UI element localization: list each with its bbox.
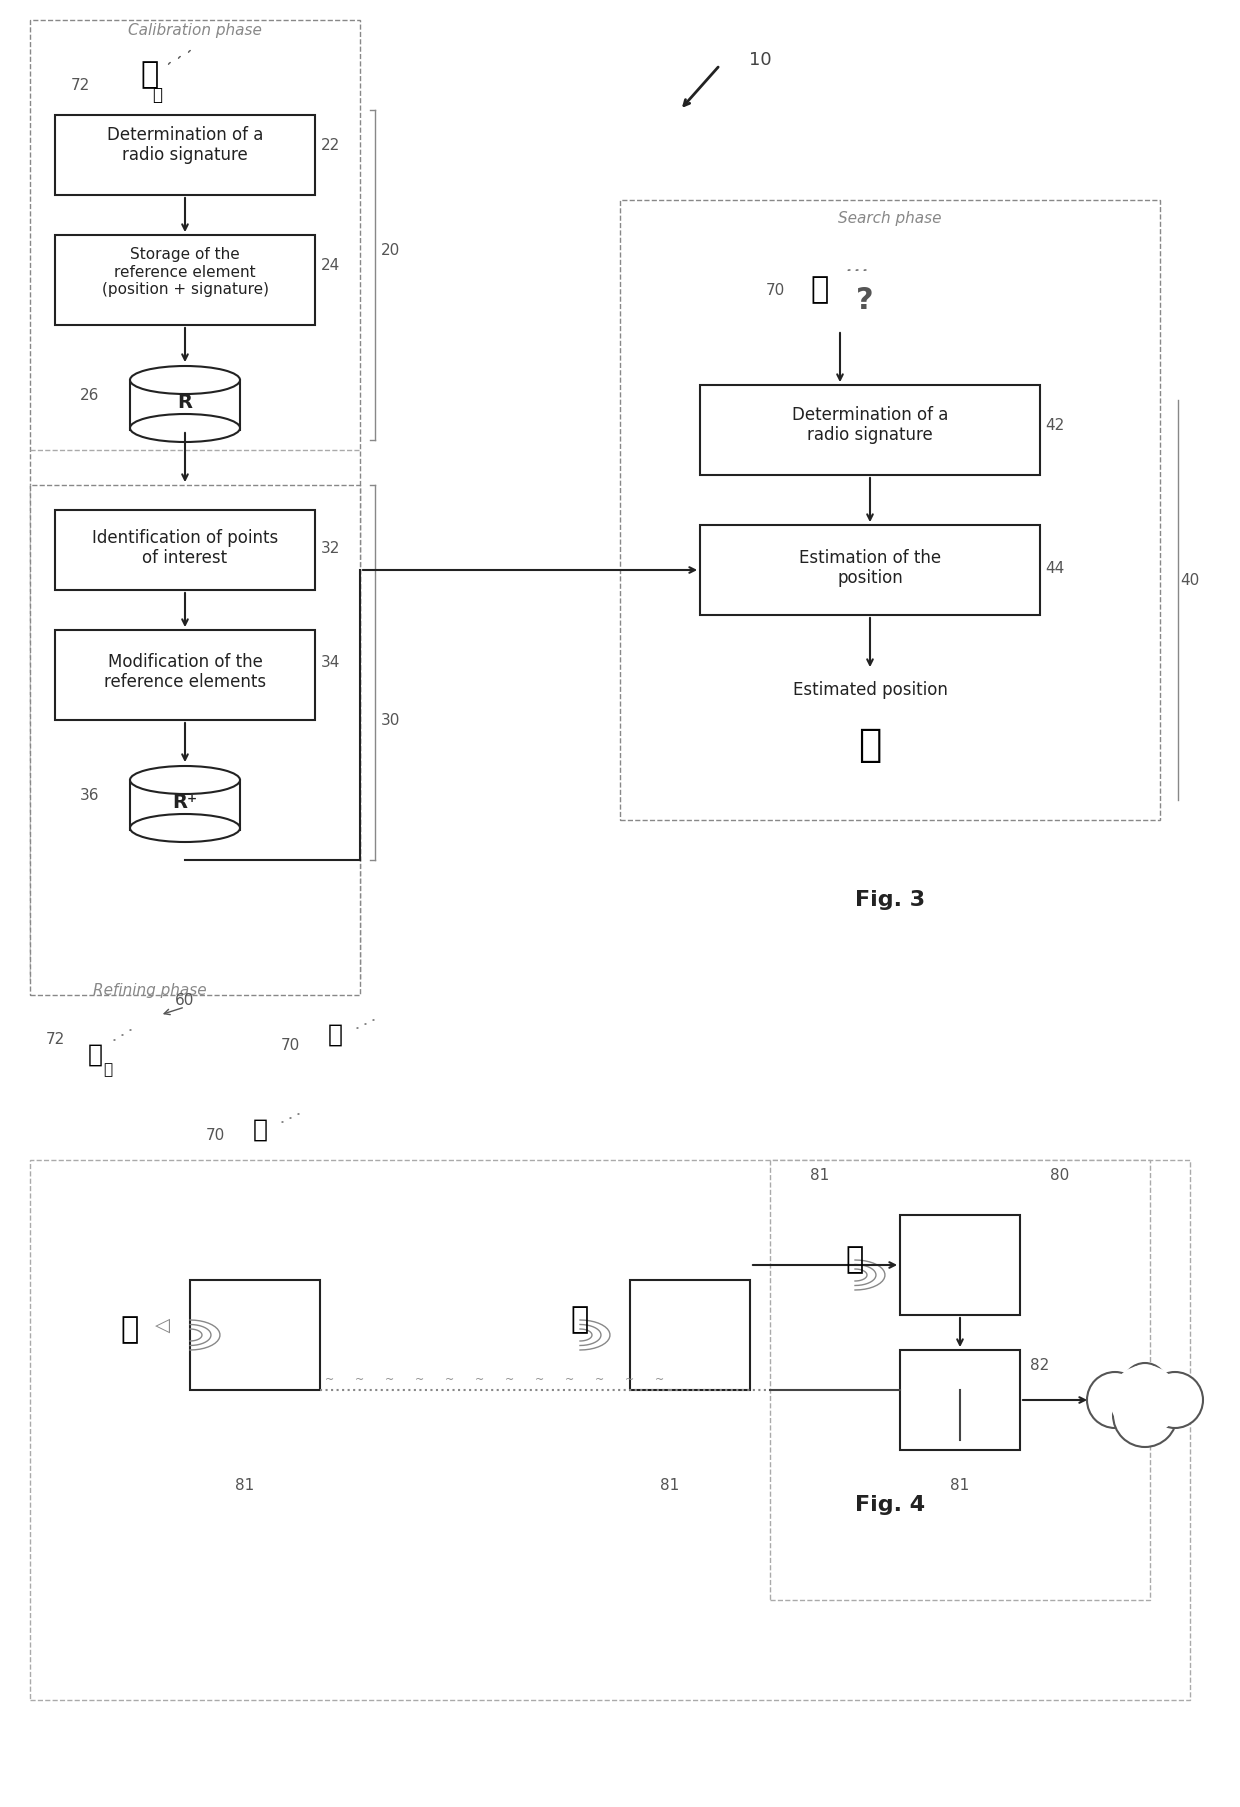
Text: 44: 44 xyxy=(1045,560,1065,575)
Text: 70: 70 xyxy=(765,282,785,298)
Circle shape xyxy=(1110,1364,1180,1435)
Text: Determination of a
radio signature: Determination of a radio signature xyxy=(107,126,263,164)
Text: ~: ~ xyxy=(595,1375,605,1384)
Bar xyxy=(55,116,315,195)
Text: 82: 82 xyxy=(1030,1357,1049,1373)
Text: 📱: 📱 xyxy=(88,1043,103,1066)
Circle shape xyxy=(1087,1372,1143,1428)
Bar xyxy=(900,1350,1021,1449)
Text: R: R xyxy=(177,392,192,412)
Text: ~: ~ xyxy=(506,1375,515,1384)
Text: 81: 81 xyxy=(236,1478,254,1493)
Text: 72: 72 xyxy=(71,78,89,92)
Text: 20: 20 xyxy=(381,242,399,258)
Text: ~: ~ xyxy=(445,1375,455,1384)
Text: 📱: 📱 xyxy=(327,1023,342,1046)
Ellipse shape xyxy=(130,813,241,842)
Text: ◁: ◁ xyxy=(155,1315,170,1335)
Text: 📡: 📡 xyxy=(570,1305,589,1335)
Bar xyxy=(130,379,241,430)
Text: 80: 80 xyxy=(1050,1167,1070,1182)
Circle shape xyxy=(1123,1362,1167,1408)
Bar xyxy=(701,385,1040,475)
Text: 26: 26 xyxy=(81,387,99,403)
Text: ~: ~ xyxy=(536,1375,544,1384)
Text: 📡: 📡 xyxy=(120,1315,139,1344)
Ellipse shape xyxy=(130,766,241,793)
Text: 📍: 📍 xyxy=(103,1063,113,1077)
Bar xyxy=(701,526,1040,614)
Bar xyxy=(55,510,315,591)
Text: Fig. 4: Fig. 4 xyxy=(854,1494,925,1514)
Text: ?: ? xyxy=(856,286,874,314)
Text: Estimation of the
position: Estimation of the position xyxy=(799,549,941,587)
Text: 📍: 📍 xyxy=(858,726,882,764)
Text: 34: 34 xyxy=(320,654,340,670)
Bar xyxy=(130,781,241,829)
Text: R⁺: R⁺ xyxy=(172,793,197,811)
Text: 📡: 📡 xyxy=(846,1245,864,1274)
Text: 81: 81 xyxy=(950,1478,970,1493)
Bar xyxy=(190,1279,320,1390)
Bar xyxy=(30,20,360,979)
Text: Determination of a
radio signature: Determination of a radio signature xyxy=(792,405,949,445)
Text: 22: 22 xyxy=(320,137,340,152)
Bar xyxy=(900,1214,1021,1315)
Text: 📍: 📍 xyxy=(153,87,162,105)
Bar xyxy=(630,1279,750,1390)
Text: 60: 60 xyxy=(175,992,195,1008)
Text: 81: 81 xyxy=(811,1167,830,1182)
Text: 36: 36 xyxy=(81,788,99,802)
Text: ~: ~ xyxy=(565,1375,574,1384)
Bar xyxy=(30,1160,1190,1700)
Text: Search phase: Search phase xyxy=(838,210,941,226)
Text: Estimated position: Estimated position xyxy=(792,681,947,699)
Bar xyxy=(620,201,1159,820)
Text: 📱: 📱 xyxy=(811,275,830,305)
Text: Modification of the
reference elements: Modification of the reference elements xyxy=(104,652,267,692)
Bar xyxy=(770,1160,1149,1599)
Text: 40: 40 xyxy=(1180,573,1199,587)
Text: 70: 70 xyxy=(206,1128,224,1142)
Text: Calibration phase: Calibration phase xyxy=(128,22,262,38)
Text: ~: ~ xyxy=(386,1375,394,1384)
Bar xyxy=(55,235,315,325)
Circle shape xyxy=(1114,1382,1177,1447)
Text: 70: 70 xyxy=(280,1037,300,1052)
Text: Identification of points
of interest: Identification of points of interest xyxy=(92,529,278,567)
Text: ~: ~ xyxy=(325,1375,335,1384)
Text: ~: ~ xyxy=(356,1375,365,1384)
Text: Storage of the
reference element
(position + signature): Storage of the reference element (positi… xyxy=(102,248,269,296)
Text: 72: 72 xyxy=(46,1032,64,1048)
Text: 42: 42 xyxy=(1045,417,1065,432)
Ellipse shape xyxy=(130,414,241,443)
Text: ~: ~ xyxy=(415,1375,424,1384)
Text: 81: 81 xyxy=(661,1478,680,1493)
Text: 10: 10 xyxy=(749,51,771,69)
Text: 30: 30 xyxy=(381,712,399,728)
Bar xyxy=(55,631,315,719)
Circle shape xyxy=(1147,1372,1203,1428)
Text: Fig. 3: Fig. 3 xyxy=(854,891,925,911)
Bar xyxy=(30,484,360,996)
Text: ~: ~ xyxy=(475,1375,485,1384)
Text: 32: 32 xyxy=(320,540,340,555)
Text: 📱: 📱 xyxy=(253,1119,268,1142)
Text: ~: ~ xyxy=(656,1375,665,1384)
Text: Refining phase: Refining phase xyxy=(93,983,207,997)
Ellipse shape xyxy=(130,367,241,394)
Text: ~: ~ xyxy=(625,1375,635,1384)
Text: 📱: 📱 xyxy=(141,60,159,90)
Text: 24: 24 xyxy=(320,258,340,273)
